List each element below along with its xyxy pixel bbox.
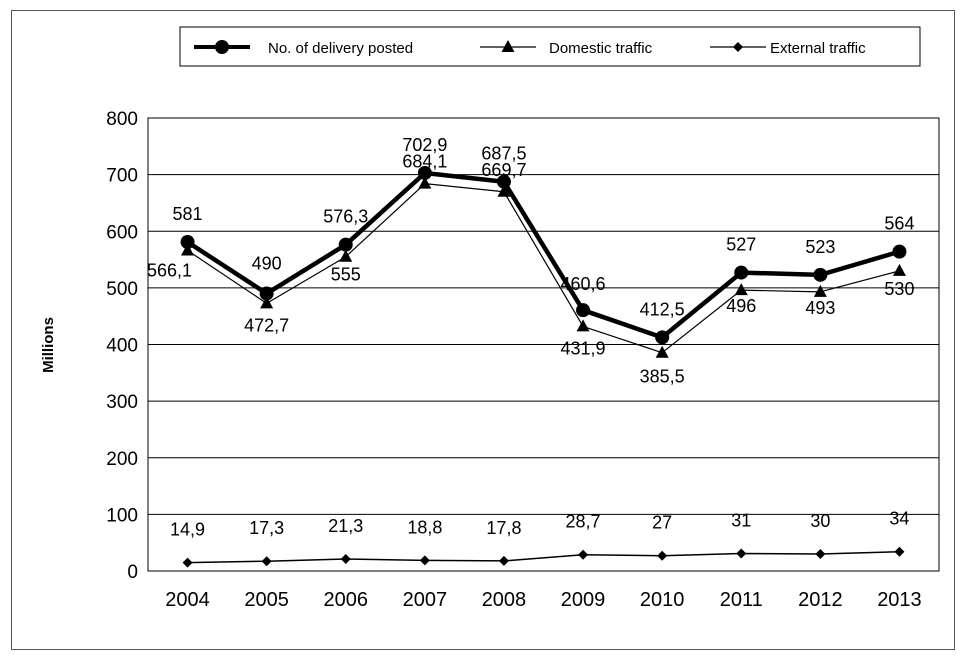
data-label: 493: [805, 298, 835, 318]
data-label: 17,3: [249, 518, 284, 538]
x-tick-label: 2007: [403, 589, 448, 611]
y-tick-label: 800: [106, 109, 138, 130]
x-tick-label: 2012: [798, 589, 843, 611]
data-label: 687,5: [481, 144, 526, 164]
legend-marker: [733, 42, 743, 52]
x-tick-label: 2009: [561, 589, 606, 611]
data-point: [734, 265, 749, 280]
x-tick-label: 2005: [244, 589, 289, 611]
y-tick-label: 100: [106, 505, 138, 526]
series-line: [187, 183, 900, 354]
y-tick-label: 0: [127, 562, 138, 583]
data-label: 490: [252, 254, 282, 274]
x-tick-label: 2013: [877, 589, 922, 611]
data-point: [418, 176, 432, 189]
data-label: 555: [331, 265, 361, 285]
data-label: 684,1: [402, 152, 447, 172]
data-point: [417, 165, 432, 180]
data-point: [892, 244, 907, 259]
data-point: [260, 296, 274, 309]
data-label: 385,5: [640, 367, 685, 387]
data-label: 530: [884, 279, 914, 299]
data-point: [180, 235, 195, 250]
chart-frame: [11, 10, 955, 650]
data-point: [497, 184, 511, 197]
y-tick-label: 200: [106, 449, 138, 470]
data-label: 523: [805, 237, 835, 257]
data-label: 472,7: [244, 315, 289, 335]
legend-marker: [215, 40, 229, 54]
data-point: [261, 556, 272, 567]
y-axis-title: Millions: [40, 317, 57, 373]
x-tick-label: 2011: [720, 589, 763, 611]
data-point: [182, 557, 193, 568]
data-label: 581: [173, 204, 203, 224]
legend-box: [179, 26, 921, 67]
x-tick-label: 2004: [165, 589, 210, 611]
data-point: [734, 283, 748, 296]
series-line: [187, 550, 900, 564]
data-point: [894, 546, 905, 557]
x-tick-label: 2006: [324, 589, 369, 611]
x-tick-label: 2008: [482, 589, 527, 611]
data-point: [892, 263, 906, 276]
data-point: [498, 555, 509, 566]
data-label: 30: [810, 511, 830, 531]
data-point: [576, 303, 591, 318]
data-label: 527: [726, 235, 756, 255]
data-label: 14,9: [170, 520, 205, 540]
y-tick-label: 500: [106, 279, 138, 300]
plot-area: [147, 117, 940, 572]
data-label: 412,5: [640, 299, 685, 319]
data-point: [259, 286, 274, 301]
data-label: 18,8: [407, 517, 442, 537]
data-label: 31: [731, 510, 751, 530]
data-point: [339, 249, 353, 262]
data-point: [815, 549, 826, 560]
data-point: [419, 555, 430, 566]
y-tick-label: 300: [106, 392, 138, 413]
legend-label: External traffic: [770, 40, 866, 57]
data-point: [736, 548, 747, 559]
data-label: 669,7: [481, 160, 526, 180]
data-label: 576,3: [323, 207, 368, 227]
data-point: [813, 284, 827, 297]
data-label: 27: [652, 513, 672, 533]
data-point: [496, 174, 511, 189]
data-label: 34: [889, 509, 909, 529]
data-point: [576, 319, 590, 332]
data-point: [813, 267, 828, 282]
data-label: 431,9: [561, 338, 606, 358]
data-label: 460,6: [561, 274, 606, 294]
data-label: 496: [726, 296, 756, 316]
data-label: 564: [884, 214, 914, 234]
legend-label: No. of delivery posted: [268, 40, 413, 57]
data-point: [578, 549, 589, 560]
x-tick-label: 2010: [640, 589, 685, 611]
data-point: [338, 237, 353, 252]
y-tick-label: 400: [106, 336, 138, 357]
legend-marker: [501, 40, 515, 52]
data-point: [340, 553, 351, 564]
data-point: [655, 330, 670, 345]
data-label: 21,3: [328, 516, 363, 536]
data-label: 566,1: [147, 260, 192, 280]
data-label: 17,8: [486, 518, 521, 538]
data-point: [657, 550, 668, 561]
y-tick-label: 700: [106, 166, 138, 187]
legend-label: Domestic traffic: [549, 40, 653, 57]
data-point: [181, 243, 195, 256]
series-line: [186, 170, 901, 340]
data-point: [655, 345, 669, 358]
data-label: 702,9: [402, 135, 447, 155]
data-label: 28,7: [566, 512, 601, 532]
y-tick-label: 600: [106, 222, 138, 243]
